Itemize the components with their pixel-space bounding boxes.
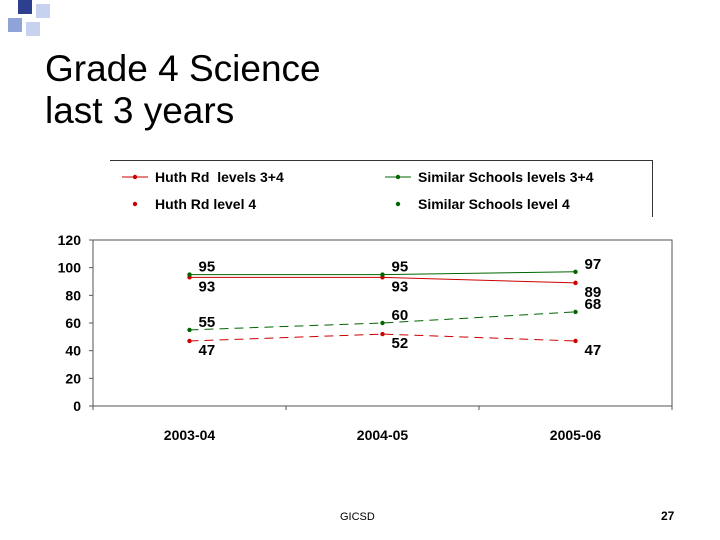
legend-swatch-marker — [395, 201, 401, 207]
accent-squares — [0, 0, 60, 50]
data-label: 93 — [392, 278, 409, 295]
series-line — [189, 333, 576, 342]
slide-title-line-2: last 3 years — [45, 90, 235, 131]
footer-text: GICSD — [340, 511, 375, 523]
legend-swatch-marker — [132, 174, 138, 180]
slide-title-line-1: Grade 4 Science — [45, 48, 321, 89]
data-label: 60 — [392, 307, 409, 324]
data-point — [380, 320, 385, 326]
accent-square — [26, 22, 40, 36]
y-tick-label: 0 — [73, 398, 81, 414]
data-label: 95 — [392, 259, 409, 276]
accent-square — [18, 0, 32, 14]
data-label: 52 — [392, 335, 409, 352]
data-point — [573, 280, 578, 286]
y-tick-label: 60 — [65, 315, 81, 331]
y-tick-label: 120 — [58, 232, 82, 248]
data-label: 68 — [585, 296, 602, 313]
y-tick-label: 20 — [65, 370, 81, 386]
data-point — [573, 338, 578, 344]
legend-label: Huth Rd levels 3+4 — [155, 169, 284, 185]
data-label: 93 — [199, 278, 216, 295]
legend-label: Similar Schools level 4 — [418, 196, 570, 212]
data-point — [187, 338, 192, 344]
page-number: 27 — [661, 509, 675, 523]
data-point — [380, 331, 385, 337]
legend-label: Huth Rd level 4 — [155, 196, 256, 212]
accent-square — [8, 18, 22, 32]
y-tick-label: 80 — [65, 287, 81, 303]
y-tick-label: 100 — [58, 260, 82, 276]
data-label: 95 — [199, 259, 216, 276]
legend-label: Similar Schools levels 3+4 — [418, 169, 594, 185]
chart-legend-frame — [110, 160, 653, 217]
data-point — [187, 327, 192, 333]
data-label: 97 — [585, 256, 602, 273]
accent-square — [36, 4, 50, 18]
data-label: 55 — [199, 314, 216, 331]
data-label: 89 — [585, 284, 602, 301]
slide-title: Grade 4 Science last 3 years — [45, 48, 321, 132]
legend-swatch-marker — [395, 174, 401, 180]
x-tick-label: 2004-05 — [357, 427, 409, 443]
data-label: 47 — [585, 342, 602, 359]
data-label: 47 — [199, 342, 216, 359]
x-tick-label: 2005-06 — [550, 427, 602, 443]
data-point — [380, 272, 385, 277]
x-tick-label: 2003-04 — [164, 427, 216, 443]
legend-swatch-marker — [132, 201, 138, 207]
series-line — [189, 311, 576, 331]
data-point — [573, 309, 578, 315]
y-tick-label: 40 — [65, 343, 81, 359]
data-point — [187, 272, 192, 277]
data-point — [573, 269, 578, 275]
